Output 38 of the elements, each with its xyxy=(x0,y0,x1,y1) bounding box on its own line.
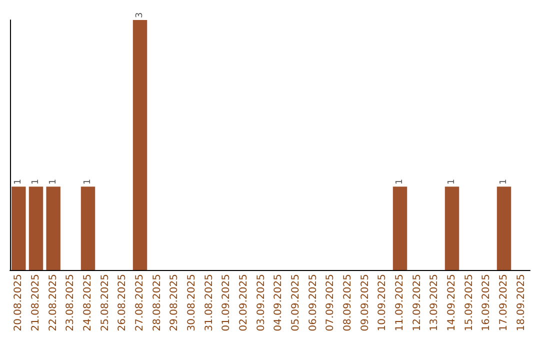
x-tick-label: 02.09.2025 xyxy=(238,274,250,332)
x-tick-label: 11.09.2025 xyxy=(394,274,406,332)
data-label: 1 xyxy=(48,178,58,185)
x-tick-label: 03.09.2025 xyxy=(256,274,267,332)
data-label: 1 xyxy=(31,178,41,185)
x-tick-label: 09.09.2025 xyxy=(360,274,371,332)
x-tick-label: 16.09.2025 xyxy=(481,274,492,332)
x-tick-label: 01.09.2025 xyxy=(221,274,232,332)
x-tick-label: 23.08.2025 xyxy=(65,274,76,332)
data-label: 1 xyxy=(447,178,457,185)
x-tick-label: 08.09.2025 xyxy=(342,274,354,332)
data-label: 1 xyxy=(14,178,24,185)
x-tick-label: 04.09.2025 xyxy=(273,274,284,332)
x-tick-label: 21.08.2025 xyxy=(30,274,42,332)
x-tick-label: 15.09.2025 xyxy=(464,274,475,332)
x-tick-label: 13.09.2025 xyxy=(429,274,440,332)
x-tick-label: 29.08.2025 xyxy=(169,274,180,332)
x-tick-label: 30.08.2025 xyxy=(186,274,198,332)
data-label: 3 xyxy=(135,12,145,18)
x-tick-label: 18.09.2025 xyxy=(516,274,527,332)
x-tick-label: 27.08.2025 xyxy=(134,274,146,332)
x-tick-label: 05.09.2025 xyxy=(290,274,302,332)
data-label: 1 xyxy=(395,178,405,185)
x-tick-label: 26.08.2025 xyxy=(117,274,128,332)
x-tick-label: 14.09.2025 xyxy=(446,274,458,332)
x-tick-label: 17.09.2025 xyxy=(498,274,510,332)
x-tick-label: 12.09.2025 xyxy=(412,274,423,332)
x-tick-label: 10.09.2025 xyxy=(377,274,388,332)
x-tick-label: 25.08.2025 xyxy=(100,274,111,332)
x-tick-label: 07.09.2025 xyxy=(325,274,336,332)
x-tick-label: 24.08.2025 xyxy=(82,274,94,332)
data-label: 1 xyxy=(499,178,509,185)
x-tick-label: 22.08.2025 xyxy=(48,274,59,332)
x-tick-label: 31.08.2025 xyxy=(204,274,215,332)
x-tick-label: 06.09.2025 xyxy=(308,274,319,332)
x-tick-label: 20.08.2025 xyxy=(13,274,24,332)
data-label: 1 xyxy=(83,178,93,185)
x-tick-label: 28.08.2025 xyxy=(152,274,163,332)
